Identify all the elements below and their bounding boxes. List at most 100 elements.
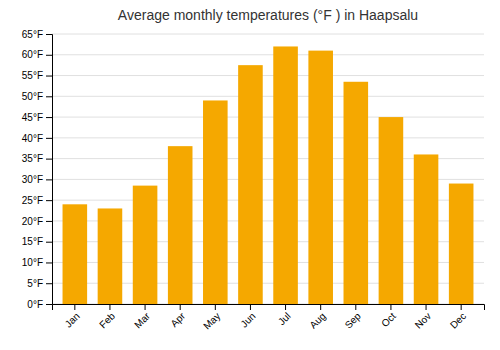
tick-mark <box>145 304 146 310</box>
bar <box>414 154 439 304</box>
tick-label: Jan <box>63 310 82 329</box>
tick-label: Jun <box>238 310 257 329</box>
tick: Oct <box>379 304 398 329</box>
bar <box>344 82 369 304</box>
bar <box>308 51 333 304</box>
tick: Jun <box>238 304 257 330</box>
tick-label: Aug <box>307 310 327 330</box>
bar <box>238 65 263 304</box>
bar <box>379 117 404 304</box>
bar <box>273 46 298 304</box>
tick: 50°F <box>22 91 52 102</box>
tick-mark <box>46 304 52 305</box>
grid-line <box>52 96 484 97</box>
tick: 30°F <box>22 174 52 185</box>
bar <box>168 146 193 304</box>
bar <box>63 204 88 304</box>
tick: Feb <box>97 304 117 330</box>
tick: May <box>201 304 222 332</box>
tick-mark <box>355 304 356 310</box>
bar <box>133 186 158 304</box>
tick-mark <box>285 304 286 310</box>
grid-line <box>52 137 484 138</box>
grid-line <box>52 117 484 118</box>
tick-label: Nov <box>413 310 433 330</box>
tick-label: 55°F <box>22 70 43 81</box>
tick-label: Dec <box>448 310 468 330</box>
tick-label: 65°F <box>22 29 43 40</box>
tick-mark <box>109 304 110 310</box>
chart: 0°F 5°F 10°F 15°F 20°F 25°F 30°F 35°F 40°F 45°F 50… <box>0 0 500 350</box>
tick-mark <box>46 221 52 222</box>
tick-mark <box>46 96 52 97</box>
grid <box>52 34 484 304</box>
tick-label: 60°F <box>22 49 43 60</box>
tick-mark <box>46 283 52 284</box>
title: Average monthly temperatures (°F ) in Ha… <box>118 7 418 23</box>
tick-mark <box>180 304 181 310</box>
axis-line <box>46 35 53 305</box>
tick: 60°F <box>22 49 52 60</box>
tick: 0°F <box>27 299 52 310</box>
tick: 20°F <box>22 216 52 227</box>
tick-label: 25°F <box>22 195 43 206</box>
tick: Nov <box>413 304 433 331</box>
tick-label: 20°F <box>22 216 43 227</box>
tick-mark <box>215 304 216 310</box>
tick: Mar <box>132 304 152 330</box>
tick-mark <box>46 159 52 160</box>
tick-label: Apr <box>168 310 187 329</box>
bar <box>203 100 228 304</box>
tick-label: 50°F <box>22 91 43 102</box>
bar <box>98 208 123 304</box>
tick: 35°F <box>22 153 52 164</box>
tick: 25°F <box>22 195 52 206</box>
tick-label: 30°F <box>22 174 43 185</box>
tick: 5°F <box>27 278 52 289</box>
tick: Apr <box>168 304 187 329</box>
tick-label: Jul <box>276 310 293 327</box>
tick-label: Feb <box>97 310 117 330</box>
tick-mark <box>320 304 321 310</box>
tick-mark <box>46 34 52 35</box>
x-axis: Jan Feb Mar Apr May Jun Jul Aug Sep Oct Nov Dec <box>53 304 485 332</box>
axis-line <box>53 305 485 311</box>
tick-mark <box>390 304 391 310</box>
tick: 40°F <box>22 133 52 144</box>
tick-label: 45°F <box>22 112 43 123</box>
tick: Aug <box>307 304 327 331</box>
tick: Dec <box>448 304 468 331</box>
grid-line <box>52 34 484 35</box>
tick-mark <box>250 304 251 310</box>
tick-mark <box>46 242 52 243</box>
tick-label: 35°F <box>22 153 43 164</box>
tick-mark <box>74 304 75 310</box>
tick: 55°F <box>22 70 52 81</box>
tick-mark <box>46 200 52 201</box>
grid-line <box>52 75 484 76</box>
tick: Jan <box>63 304 82 330</box>
tick-mark <box>461 304 462 310</box>
tick: Jul <box>276 304 293 327</box>
tick-mark <box>46 55 52 56</box>
tick-mark <box>46 76 52 77</box>
y-axis: 0°F 5°F 10°F 15°F 20°F 25°F 30°F 35°F 40°F 45°F 50… <box>22 29 53 310</box>
tick: 15°F <box>22 236 52 247</box>
tick-label: 10°F <box>22 257 43 268</box>
tick-label: 40°F <box>22 133 43 144</box>
tick-label: 5°F <box>27 278 43 289</box>
tick-mark <box>46 117 52 118</box>
tick: 65°F <box>22 29 52 40</box>
tick-label: Mar <box>132 310 152 330</box>
tick-mark <box>46 179 52 180</box>
tick-label: May <box>201 310 222 331</box>
tick: 10°F <box>22 257 52 268</box>
tick-label: 15°F <box>22 236 43 247</box>
tick: 45°F <box>22 112 52 123</box>
tick: Sep <box>343 304 364 331</box>
tick-label: 0°F <box>27 299 43 310</box>
tick-mark <box>46 262 52 263</box>
tick-mark <box>426 304 427 310</box>
tick-mark <box>46 138 52 139</box>
bars <box>63 46 474 304</box>
